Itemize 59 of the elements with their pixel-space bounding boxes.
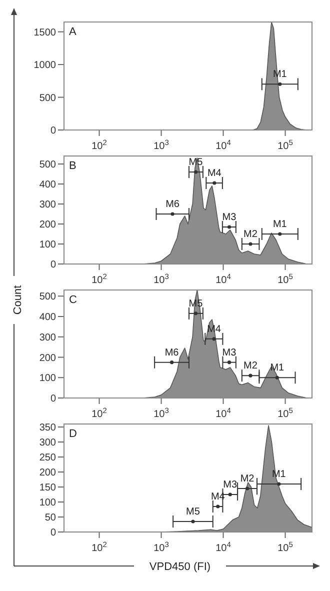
annotation: M5	[186, 506, 200, 518]
y-tick-label: 400	[39, 180, 56, 191]
y-tick-label: 50	[44, 512, 56, 524]
y-tick-label: 150	[39, 482, 56, 494]
x-tick-label: 10$^{4}$	[216, 540, 231, 554]
y-tick-label: 500	[39, 292, 56, 303]
annotation: M3	[222, 347, 237, 358]
x-tick-label: 10$^{3}$	[154, 138, 169, 152]
annotation: M6	[166, 199, 180, 210]
y-tick-label: 300	[39, 332, 56, 344]
y-tick-label: 1000	[34, 60, 56, 72]
annotation: M6	[164, 347, 180, 358]
chart-title: D	[69, 428, 77, 440]
y-tick-label: 0	[50, 126, 56, 137]
y-tick-label: 500	[39, 92, 56, 104]
annotation: M3	[223, 480, 238, 490]
x-tick-label: 10$^{2}$	[92, 138, 107, 152]
x-tick-label: 10$^{5}$	[278, 272, 293, 286]
x-tick-label: 10$^{3}$	[154, 540, 169, 554]
y-tick-label: 250	[39, 452, 56, 464]
y-tick-label: 0	[50, 394, 56, 405]
x-tick-label: 10$^{2}$	[92, 406, 107, 420]
annotation: M2	[240, 474, 255, 484]
y-tick-label: 500	[39, 160, 56, 171]
x-tick-label: 10$^{5}$	[278, 540, 293, 554]
x-axis-title: VPD450 (FI)	[149, 561, 211, 573]
y-tick-label: 100	[39, 240, 56, 251]
annotation: M4	[207, 168, 222, 179]
x-tick-label: 10$^{5}$	[278, 406, 293, 420]
y-tick-label: 0	[50, 260, 56, 271]
y-tick-label: 350	[39, 422, 56, 434]
y-tick-label: 200	[39, 468, 56, 479]
x-tick-label: 10$^{4}$	[216, 406, 231, 420]
x-tick-label: 10$^{5}$	[278, 138, 293, 152]
x-tick-label: 10$^{3}$	[154, 272, 169, 286]
y-tick-label: 200	[39, 220, 56, 231]
y-tick-label: 100	[39, 373, 56, 384]
x-tick-label: 10$^{3}$	[154, 406, 169, 420]
annotation: M1	[270, 362, 285, 374]
chart-title: A	[69, 26, 77, 38]
annotation: M4	[207, 324, 222, 335]
y-tick-label: 1500	[34, 27, 56, 38]
x-tick-label: 10$^{2}$	[92, 272, 107, 286]
annotation: M1	[272, 219, 288, 230]
x-tick-label: 10$^{4}$	[216, 138, 231, 152]
annotation: M2	[244, 360, 258, 372]
y-tick-label: 200	[39, 352, 56, 364]
annotation: M3	[222, 212, 237, 223]
y-tick-label: 400	[39, 312, 56, 324]
chart-title: B	[69, 160, 76, 172]
annotation: M2	[244, 229, 258, 240]
chart-title: C	[69, 294, 77, 306]
x-tick-label: 10$^{2}$	[92, 540, 107, 554]
y-tick-label: 100	[39, 498, 56, 509]
x-tick-label: 10$^{4}$	[216, 272, 231, 286]
y-tick-label: 0	[50, 528, 56, 539]
y-tick-label: 300	[39, 438, 56, 449]
y-axis-title: Count	[12, 285, 24, 315]
y-tick-label: 300	[39, 200, 56, 211]
